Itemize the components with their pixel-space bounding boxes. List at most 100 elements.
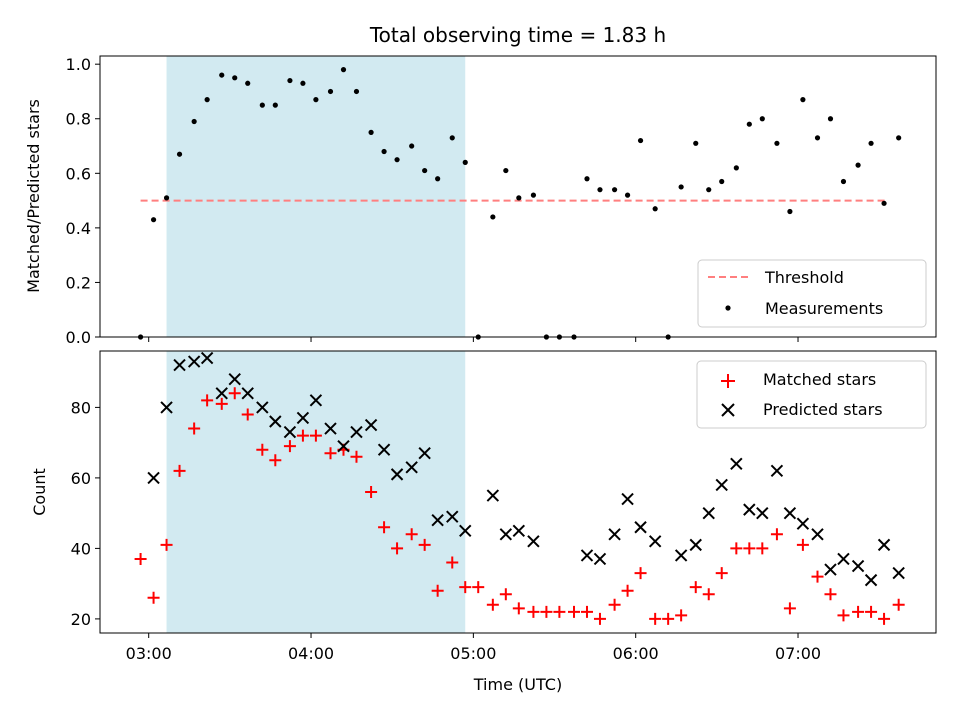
measurement-point bbox=[530, 192, 537, 198]
predicted-star-point bbox=[864, 573, 878, 587]
count-panel: 20 40 60 80 03:00 04:00 05:00 06:00 07:00 Count… bbox=[30, 350, 937, 694]
measurement-point bbox=[368, 129, 374, 135]
ratio-panel: 0.0 0.2 0.4 0.6 0.8 1.0 Matched/Predicted sta… bbox=[24, 55, 937, 347]
matched-star-point bbox=[689, 581, 702, 594]
predicted-star-point bbox=[364, 418, 378, 432]
predicted-star-point bbox=[296, 411, 310, 425]
predicted-star-point bbox=[446, 510, 459, 523]
measurement-point bbox=[652, 206, 658, 212]
predicted-star-point bbox=[783, 506, 797, 520]
predicted-legend-swatch bbox=[721, 403, 735, 417]
top-y-tick-label: 0.8 bbox=[66, 110, 91, 129]
measurement-point bbox=[719, 178, 725, 185]
top-x-tick-marks bbox=[148, 337, 799, 342]
matched-star-point bbox=[675, 609, 688, 622]
matched-star-point bbox=[459, 581, 472, 594]
matched-star-point bbox=[215, 397, 228, 410]
top-y-tick-label: 0.4 bbox=[66, 219, 91, 238]
matched-star-point bbox=[837, 609, 850, 622]
matched-star-point bbox=[188, 422, 201, 435]
predicted-star-point bbox=[200, 351, 214, 365]
predicted-star-point bbox=[743, 503, 756, 516]
x-tick-label: 05:00 bbox=[450, 644, 496, 663]
bottom-y-tick-label: 80 bbox=[71, 398, 91, 417]
matched-star-point bbox=[431, 584, 444, 597]
matched-star-point bbox=[634, 567, 647, 580]
predicted-star-point bbox=[405, 461, 418, 474]
measurement-point bbox=[733, 165, 739, 171]
matched-star-point bbox=[770, 528, 783, 541]
matched-legend-label: Matched stars bbox=[763, 370, 876, 389]
matched-star-point bbox=[283, 440, 296, 453]
predicted-legend-label: Predicted stars bbox=[763, 400, 883, 419]
matched-star-point bbox=[783, 602, 796, 615]
x-tick-label: 03:00 bbox=[126, 644, 172, 663]
measurement-point bbox=[176, 151, 183, 157]
matched-star-point bbox=[324, 447, 337, 460]
matched-star-point bbox=[892, 598, 905, 611]
predicted-star-point bbox=[851, 559, 865, 573]
x-axis: 03:00 04:00 05:00 06:00 07:00 bbox=[126, 633, 821, 663]
predicted-star-point bbox=[730, 457, 743, 471]
top-y-tick-label: 0.2 bbox=[66, 273, 91, 292]
matched-star-point bbox=[418, 538, 431, 551]
predicted-star-point bbox=[187, 355, 201, 368]
measurement-point bbox=[462, 159, 468, 165]
predicted-star-point bbox=[173, 358, 186, 372]
predicted-star-point bbox=[431, 513, 444, 527]
matched-star-point bbox=[662, 612, 675, 625]
matched-star-point bbox=[350, 450, 363, 463]
matched-star-point bbox=[147, 591, 160, 604]
top-y-axis: 0.0 0.2 0.4 0.6 0.8 1.0 bbox=[66, 55, 100, 347]
matched-star-point bbox=[405, 528, 418, 541]
measurement-point bbox=[814, 135, 821, 141]
predicted-star-point bbox=[892, 566, 905, 580]
bottom-y-tick-label: 60 bbox=[71, 469, 91, 488]
measurement-point bbox=[204, 97, 210, 103]
top-y-tick-label: 0.6 bbox=[66, 164, 91, 183]
measurement-point bbox=[611, 187, 618, 193]
x-tick-label: 04:00 bbox=[288, 644, 334, 663]
measurement-point bbox=[827, 116, 834, 122]
predicted-star-point bbox=[350, 425, 363, 439]
measurements-legend-swatch bbox=[725, 305, 731, 311]
predicted-star-point bbox=[811, 528, 824, 541]
measurement-point bbox=[150, 217, 157, 223]
predicted-stars-points bbox=[147, 351, 905, 587]
matched-star-point bbox=[527, 605, 540, 618]
predicted-star-point bbox=[309, 394, 323, 407]
measurement-point bbox=[503, 167, 509, 174]
bottom-axes-frame bbox=[99, 350, 937, 634]
measurement-point bbox=[163, 195, 170, 201]
measurement-point bbox=[340, 67, 347, 73]
matched-star-point bbox=[512, 602, 525, 615]
predicted-star-point bbox=[770, 464, 784, 478]
measurement-point bbox=[516, 195, 522, 201]
measurement-point bbox=[800, 97, 806, 103]
measurement-point bbox=[678, 184, 684, 190]
predicted-star-point bbox=[648, 535, 662, 548]
predicted-star-point bbox=[215, 387, 228, 400]
x-tick-label: 06:00 bbox=[613, 644, 659, 663]
top-y-tick-label: 0.0 bbox=[66, 328, 91, 347]
chart-title: Total observing time = 1.83 h bbox=[369, 23, 666, 47]
x-axis-label: Time (UTC) bbox=[473, 675, 562, 694]
measurement-point bbox=[394, 157, 400, 163]
matched-star-point bbox=[756, 542, 769, 555]
predicted-star-point bbox=[621, 492, 634, 506]
measurement-point bbox=[232, 75, 238, 81]
bottom-y-tick-label: 20 bbox=[71, 610, 91, 629]
measurement-point bbox=[855, 162, 861, 168]
measurement-points bbox=[137, 67, 902, 340]
matched-star-point bbox=[649, 612, 662, 625]
measurement-point bbox=[422, 167, 428, 174]
measurement-point bbox=[313, 97, 319, 103]
measurement-point bbox=[245, 80, 251, 86]
top-y-axis-label: Matched/Predicted stars bbox=[24, 99, 43, 293]
predicted-star-point bbox=[283, 425, 297, 439]
measurement-point bbox=[840, 178, 847, 185]
predicted-star-point bbox=[486, 489, 500, 502]
matched-legend-swatch bbox=[721, 374, 735, 388]
predicted-star-point bbox=[634, 521, 647, 534]
matched-star-point bbox=[824, 588, 837, 601]
